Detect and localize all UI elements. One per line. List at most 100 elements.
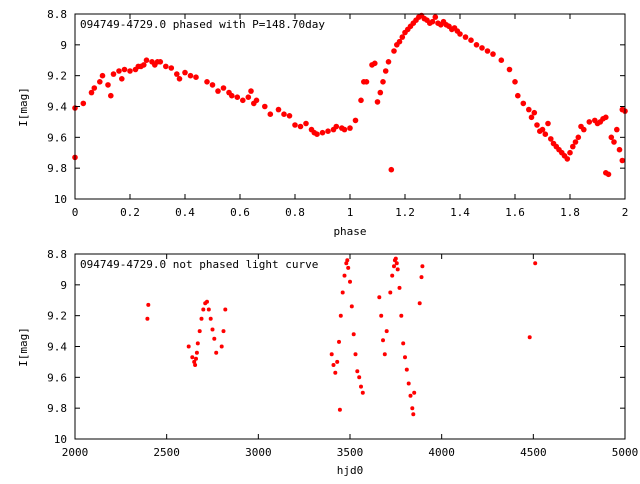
data-point	[215, 88, 221, 94]
data-point	[401, 341, 406, 346]
data-point	[358, 97, 364, 104]
data-point	[205, 299, 209, 304]
x-tick-label: 0.8	[285, 206, 305, 219]
x-tick-label: 2	[622, 206, 629, 219]
data-point	[462, 34, 469, 40]
data-point	[533, 261, 538, 266]
data-point	[397, 285, 402, 290]
data-point	[193, 363, 198, 367]
data-point	[394, 261, 399, 266]
x-tick-label: 1	[347, 206, 354, 219]
data-point	[484, 48, 491, 54]
data-point	[432, 14, 439, 20]
data-point	[337, 407, 342, 412]
x-tick-label: 1.4	[450, 206, 470, 219]
data-point	[194, 350, 199, 355]
data-point	[119, 76, 125, 82]
data-point	[498, 57, 505, 63]
x-tick-label: 0.6	[230, 206, 250, 219]
data-point	[157, 59, 164, 65]
data-point	[163, 63, 169, 70]
data-point	[297, 123, 304, 130]
y-tick-label: 8.8	[47, 8, 67, 21]
data-point	[351, 332, 356, 337]
data-point	[338, 313, 343, 318]
x-tick-label: 3500	[337, 446, 364, 459]
data-point	[168, 65, 175, 71]
unphased-chart-title: 094749-4729.0 not phased light curve	[80, 258, 318, 271]
data-point	[223, 307, 228, 312]
unphased-light-curve-panel: 2000 2500 3000 3500 4000 4500 5000 8.8 9 9.2 9.4 9.…	[17, 248, 638, 477]
data-point	[105, 82, 111, 88]
x-tick-label: 1.6	[505, 206, 525, 219]
data-point	[204, 79, 210, 85]
y-tick-label: 9.8	[47, 162, 67, 175]
data-point	[611, 139, 617, 145]
x-tick-label: 3000	[245, 446, 272, 459]
phased-light-curve-panel: 0 0.2 0.4 0.6 0.8 1 1.2 1.4 1.6 1.8 2 8.8 9 9.2 9.4 9.6…	[17, 8, 628, 238]
x-tick-label: 0.2	[120, 206, 140, 219]
y-tick-label: 10	[54, 433, 67, 446]
data-point	[539, 126, 546, 133]
y-tick-label: 9.6	[47, 371, 67, 384]
data-point	[575, 134, 582, 141]
data-point	[429, 18, 436, 25]
data-point	[212, 336, 217, 341]
data-point	[385, 59, 392, 65]
data-point	[564, 156, 571, 162]
data-point	[281, 111, 287, 117]
data-point	[176, 76, 183, 82]
data-point	[192, 359, 197, 364]
data-point	[340, 290, 345, 295]
data-point	[346, 265, 351, 270]
data-point	[208, 316, 213, 321]
data-point	[399, 313, 404, 318]
y-tick-label: 8.8	[47, 248, 67, 261]
data-point	[567, 149, 573, 156]
x-tick-label: 5000	[612, 446, 639, 459]
data-point	[352, 117, 359, 124]
data-point	[219, 344, 224, 349]
data-point	[347, 125, 353, 131]
y-tick-label: 9.4	[47, 341, 67, 354]
data-point	[384, 329, 389, 334]
data-point	[286, 113, 293, 119]
data-point	[348, 279, 352, 284]
data-point	[331, 363, 336, 367]
data-point	[335, 359, 340, 364]
data-point	[619, 157, 626, 164]
data-point	[229, 92, 235, 99]
data-point	[186, 344, 191, 349]
data-point	[325, 128, 331, 134]
data-point	[531, 109, 538, 116]
phased-axis-ticks: 0 0.2 0.4 0.6 0.8 1 1.2 1.4 1.6 1.8 2 8.8 9 9.2 9.4 9.6…	[47, 8, 628, 219]
data-point	[616, 146, 623, 153]
data-point	[193, 74, 199, 80]
data-point	[388, 166, 395, 173]
data-point	[314, 131, 320, 137]
data-point	[220, 85, 227, 91]
data-point	[121, 66, 128, 73]
data-point	[187, 72, 194, 79]
data-point	[116, 68, 122, 74]
data-point	[108, 92, 114, 99]
data-point	[355, 369, 360, 374]
data-point	[614, 126, 620, 133]
data-point	[608, 134, 615, 141]
data-point	[419, 275, 424, 280]
data-point	[333, 370, 338, 375]
data-point	[80, 100, 87, 107]
y-tick-label: 10	[54, 193, 67, 206]
y-tick-label: 9	[60, 279, 67, 292]
data-point	[197, 329, 202, 334]
data-point	[240, 97, 246, 104]
data-point	[395, 267, 400, 272]
x-tick-label: 4500	[520, 446, 547, 459]
data-point	[275, 106, 282, 113]
data-point	[392, 264, 396, 269]
data-point	[253, 97, 260, 104]
data-point	[393, 256, 398, 261]
x-tick-label: 0.4	[175, 206, 195, 219]
data-point	[201, 307, 206, 312]
